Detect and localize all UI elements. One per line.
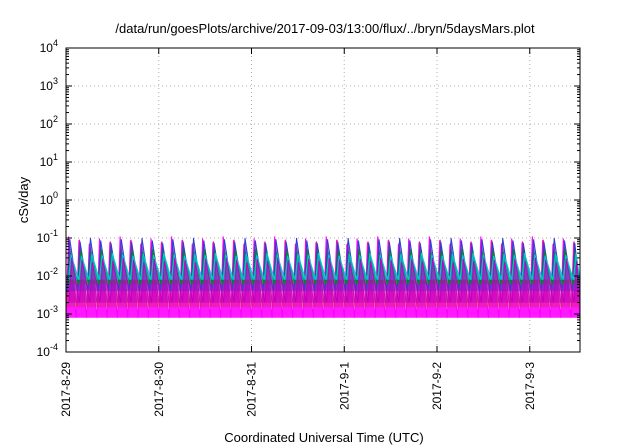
series-line bbox=[66, 239, 581, 308]
x-tick-label: 2017-8-29 bbox=[59, 362, 73, 417]
chart-title: /data/run/goesPlots/archive/2017-09-03/1… bbox=[115, 21, 535, 36]
series-line bbox=[66, 252, 581, 281]
y-tick-label: 10-1 bbox=[37, 228, 58, 245]
x-tick-label: 2017-8-31 bbox=[245, 362, 259, 417]
y-tick-label: 104 bbox=[40, 38, 58, 55]
y-tick-label: 101 bbox=[40, 152, 58, 169]
x-axis-label: Coordinated Universal Time (UTC) bbox=[224, 430, 423, 445]
series-group bbox=[65, 236, 581, 318]
y-tick-label: 10-4 bbox=[37, 342, 58, 359]
y-tick-label: 10-2 bbox=[37, 266, 58, 283]
x-axis: 2017-8-29 2017-8-30 2017-8-31 2017-9-1 2017-… bbox=[59, 48, 537, 417]
y-tick-label: 10-3 bbox=[37, 304, 58, 321]
y-tick-label: 103 bbox=[40, 76, 58, 93]
x-tick-label: 2017-8-30 bbox=[152, 362, 166, 417]
y-axis: 10-4 10-3 10-2 10-1 100 101 102 103 104 bbox=[37, 38, 580, 359]
x-tick-label: 2017-9-3 bbox=[523, 362, 537, 410]
series-line bbox=[66, 257, 581, 304]
series-line bbox=[66, 249, 581, 285]
y-tick-label: 100 bbox=[40, 190, 58, 207]
x-tick-label: 2017-9-1 bbox=[337, 362, 351, 410]
y-tick-label: 102 bbox=[40, 114, 58, 131]
x-tick-label: 2017-9-2 bbox=[430, 362, 444, 410]
y-axis-label: cSv/day bbox=[16, 176, 31, 223]
